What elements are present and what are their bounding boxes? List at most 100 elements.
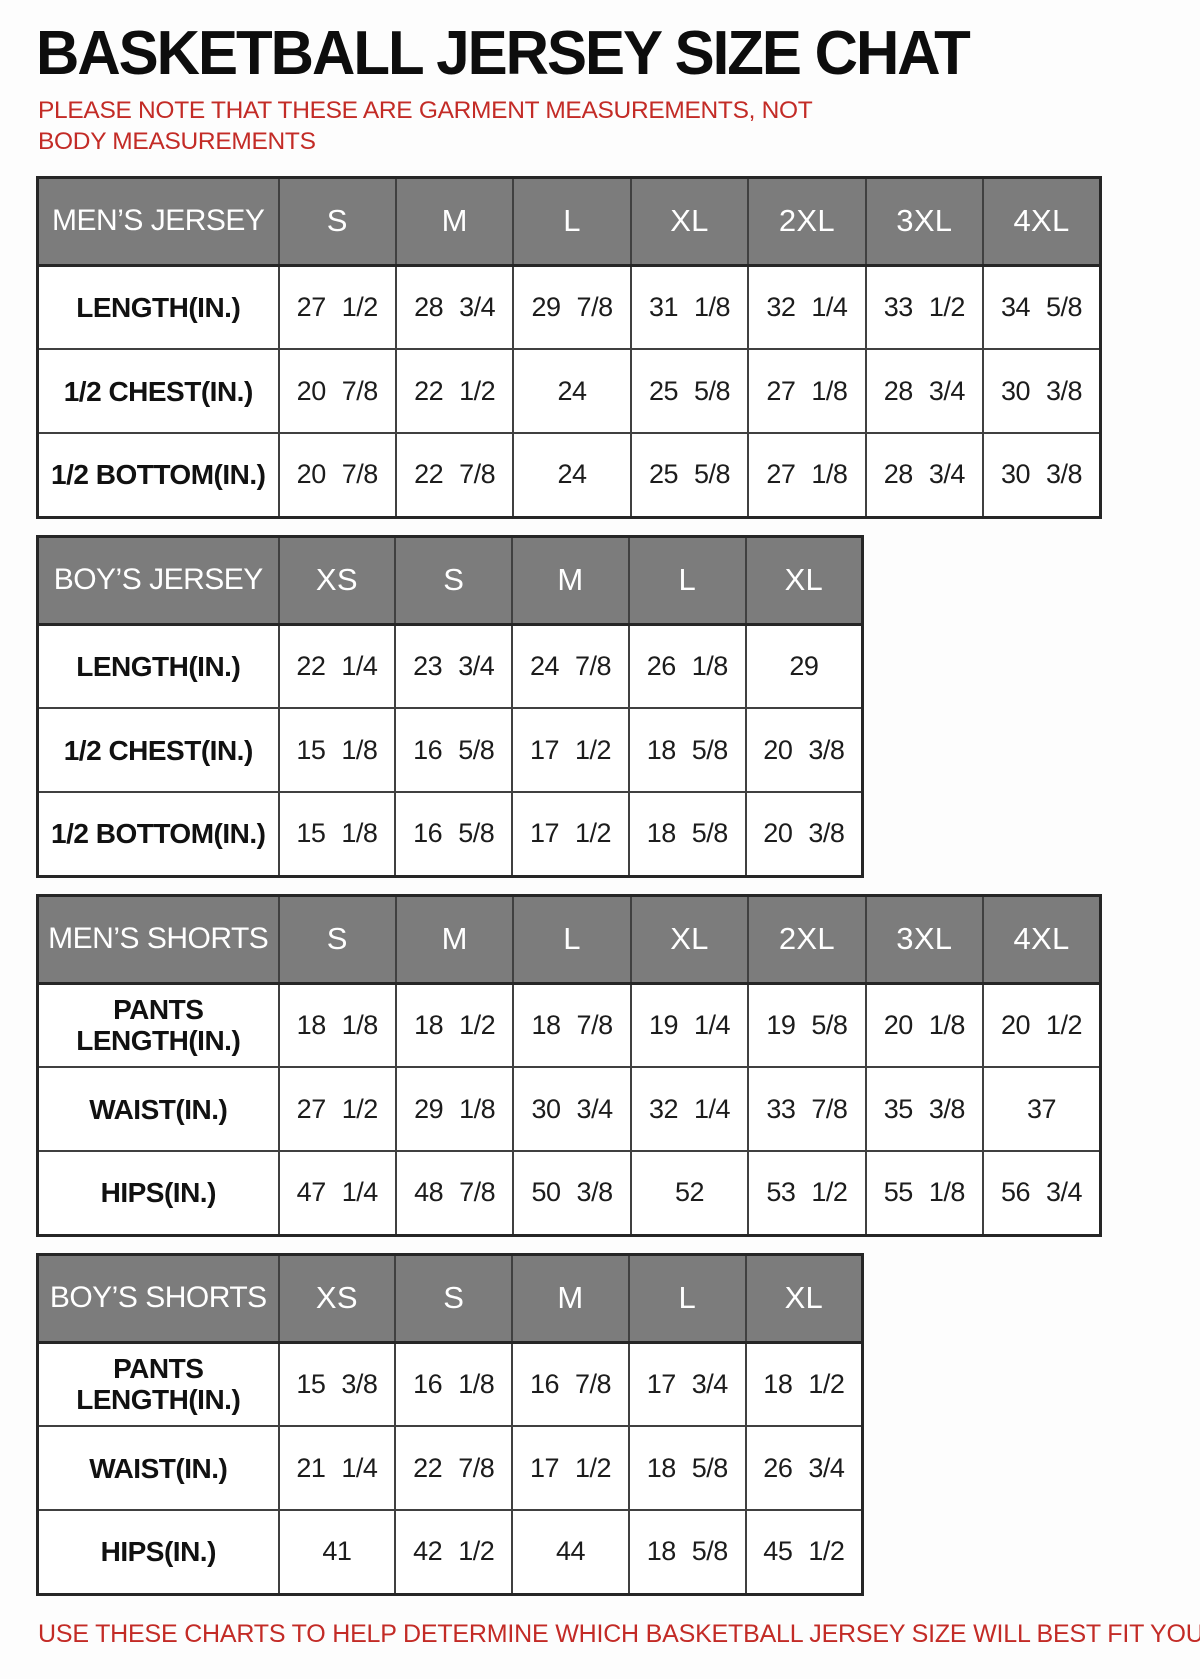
measurement-value: 16 5/8 [394,707,514,794]
measurement-row: 1/2 CHEST(IN.) 15 1/8 16 5/8 17 1/2 18 5/8 20… [36,707,864,794]
header-row: BOY’S JERSEY XS S M L XL [36,535,864,626]
row-label: HIPS(IN.) [36,1509,280,1596]
measurement-value: 30 3/8 [982,348,1102,435]
measurement-value: 30 3/4 [512,1066,632,1153]
measurement-value: 55 1/8 [864,1150,985,1237]
measurement-value: 22 7/8 [394,1425,514,1512]
measurement-value: 48 7/8 [394,1150,515,1237]
header-row: MEN’S SHORTS S M L XL 2XL 3XL 4XL [36,894,1102,985]
measurement-value: 26 1/8 [627,623,747,710]
measurement-row: PANTS LENGTH(IN.) 15 3/8 16 1/8 16 7/8 17 3/… [36,1341,864,1428]
size-column-header: 3XL [864,176,985,267]
size-column-header: 4XL [982,894,1102,985]
table-title-boy-s-shorts: BOY’S SHORTS [36,1253,280,1344]
measurement-value: 27 1/2 [277,264,397,351]
table-title-men-s-jersey: MEN’S JERSEY [36,176,280,267]
measurement-value: 25 5/8 [629,432,750,519]
row-label: 1/2 CHEST(IN.) [36,348,280,435]
row-label: LENGTH(IN.) [36,623,280,710]
measurement-value: 20 3/8 [744,791,864,878]
measurement-value: 22 1/4 [277,623,397,710]
measurement-value: 50 3/8 [512,1150,632,1237]
measurement-value: 33 7/8 [747,1066,867,1153]
header-row: MEN’S JERSEY S M L XL 2XL 3XL 4XL [36,176,1102,267]
measurement-value: 18 1/8 [277,982,397,1069]
measurement-value: 17 1/2 [511,791,630,878]
measurement-value: 53 1/2 [747,1150,867,1237]
measurement-value: 16 5/8 [394,791,514,878]
measurement-value: 15 1/8 [277,791,397,878]
measurement-value: 23 3/4 [394,623,514,710]
measurement-value: 41 [277,1509,397,1596]
measurement-value: 35 3/8 [864,1066,985,1153]
size-column-header: L [627,535,747,626]
measurement-row: WAIST(IN.) 27 1/2 29 1/8 30 3/4 32 1/4 33 7/8… [36,1066,1102,1153]
measurement-value: 44 [511,1509,630,1596]
row-label: HIPS(IN.) [36,1150,280,1237]
measurement-value: 37 [982,1066,1102,1153]
measurement-row: WAIST(IN.) 21 1/4 22 7/8 17 1/2 18 5/8 26 3/4 [36,1425,864,1512]
measurement-value: 24 [512,432,632,519]
page-title: BASKETBALL JERSEY SIZE CHAT [36,17,971,88]
measurement-value: 52 [629,1150,750,1237]
measurement-value: 28 3/4 [394,264,515,351]
size-column-header: 3XL [864,894,985,985]
size-column-header: XL [744,1253,864,1344]
measurement-row: LENGTH(IN.) 27 1/2 28 3/4 29 7/8 31 1/8 32 1/… [36,264,1102,351]
measurement-value: 17 1/2 [511,1425,630,1512]
measurement-row: HIPS(IN.) 47 1/4 48 7/8 50 3/8 52 53 1/2 55 1/… [36,1150,1102,1237]
size-table-men-s-shorts: MEN’S SHORTS S M L XL 2XL 3XL 4XL PANTS LENGTH(I… [36,893,1102,1237]
measurement-value: 17 3/4 [627,1341,747,1428]
size-column-header: XS [277,535,397,626]
measurement-row: PANTS LENGTH(IN.) 18 1/8 18 1/2 18 7/8 19 1/… [36,982,1102,1069]
measurement-row: 1/2 CHEST(IN.) 20 7/8 22 1/2 24 25 5/8 27 1/8… [36,348,1102,435]
measurement-value: 17 1/2 [511,707,630,794]
measurement-value: 24 7/8 [511,623,630,710]
measurement-value: 28 3/4 [864,432,985,519]
measurement-value: 22 7/8 [394,432,515,519]
garment-measurement-note: PLEASE NOTE THAT THESE ARE GARMENT MEASU… [38,97,813,156]
row-label: WAIST(IN.) [36,1066,280,1153]
measurement-value: 20 7/8 [277,432,397,519]
measurement-value: 24 [512,348,632,435]
row-label: 1/2 CHEST(IN.) [36,707,280,794]
measurement-value: 29 1/8 [394,1066,515,1153]
measurement-value: 47 1/4 [277,1150,397,1237]
size-column-header: S [394,535,514,626]
size-column-header: 4XL [982,176,1102,267]
measurement-value: 28 3/4 [864,348,985,435]
size-table-boy-s-jersey: BOY’S JERSEY XS S M L XL LENGTH(IN.) 22 1/4 23 3… [36,534,864,878]
size-column-header: L [512,894,632,985]
size-table-boy-s-shorts: BOY’S SHORTS XS S M L XL PANTS LENGTH(IN.) 15 3… [36,1252,864,1596]
size-column-header: 2XL [747,176,867,267]
measurement-value: 32 1/4 [747,264,867,351]
row-label: LENGTH(IN.) [36,264,280,351]
measurement-value: 25 5/8 [629,348,750,435]
measurement-value: 34 5/8 [982,264,1102,351]
size-column-header: L [512,176,632,267]
measurement-value: 29 [744,623,864,710]
measurement-value: 19 1/4 [629,982,750,1069]
measurement-value: 30 3/8 [982,432,1102,519]
measurement-value: 29 7/8 [512,264,632,351]
measurement-value: 18 5/8 [627,791,747,878]
table-title-men-s-shorts: MEN’S SHORTS [36,894,280,985]
measurement-value: 27 1/2 [277,1066,397,1153]
measurement-value: 20 7/8 [277,348,397,435]
size-column-header: M [511,1253,630,1344]
measurement-row: 1/2 BOTTOM(IN.) 15 1/8 16 5/8 17 1/2 18 5/8 2… [36,791,864,878]
measurement-value: 18 5/8 [627,1509,747,1596]
measurement-value: 21 1/4 [277,1425,397,1512]
tables-container: MEN’S JERSEY S M L XL 2XL 3XL 4XL LENGTH(IN.) 27 … [36,175,1200,1596]
measurement-value: 20 1/2 [982,982,1102,1069]
size-column-header: L [627,1253,747,1344]
row-label: PANTS LENGTH(IN.) [36,982,280,1069]
measurement-row: 1/2 BOTTOM(IN.) 20 7/8 22 7/8 24 25 5/8 27 1/… [36,432,1102,519]
footer-text: USE THESE CHARTS TO HELP DETERMINE WHICH… [38,1619,1200,1648]
size-column-header: S [277,176,397,267]
row-label: 1/2 BOTTOM(IN.) [36,791,280,878]
measurement-value: 15 1/8 [277,707,397,794]
measurement-value: 18 5/8 [627,1425,747,1512]
measurement-value: 33 1/2 [864,264,985,351]
size-column-header: S [394,1253,514,1344]
